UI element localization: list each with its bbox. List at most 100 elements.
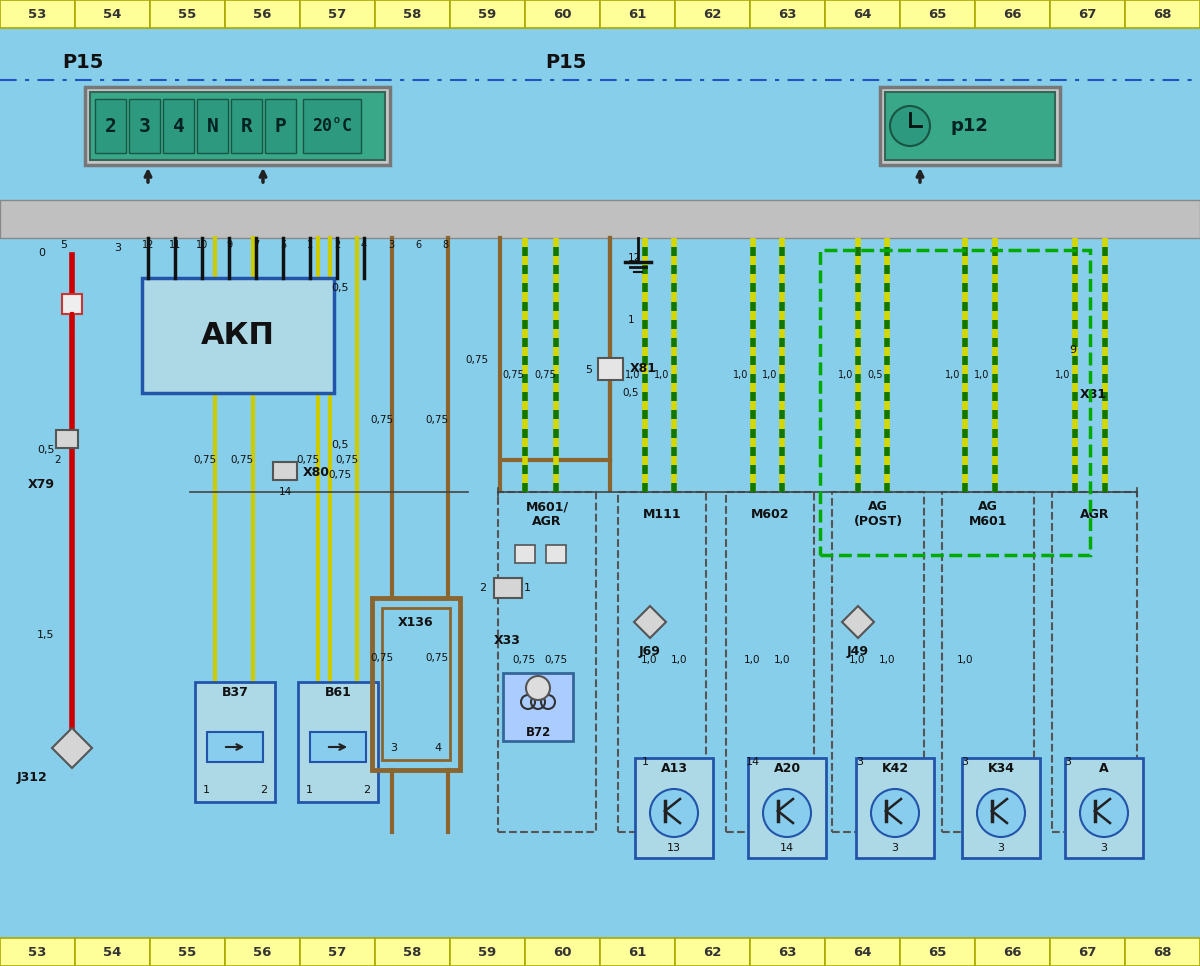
Text: 1,0: 1,0 [956,655,973,665]
Bar [1126,938,1200,966]
Bar [600,0,676,28]
Text: 0,75: 0,75 [329,470,352,480]
Text: 1,0: 1,0 [946,370,961,380]
Text: 57: 57 [329,946,347,958]
Bar [494,578,522,598]
Text: 62: 62 [703,946,721,958]
Text: 1,0: 1,0 [641,655,658,665]
Bar [163,99,194,153]
Bar [142,278,334,393]
Text: X33: X33 [494,634,521,646]
Text: 2: 2 [104,117,116,135]
Bar [310,732,366,762]
Bar [618,492,706,832]
Bar [376,0,450,28]
Text: 0,75: 0,75 [534,370,556,380]
Text: 1,0: 1,0 [878,655,895,665]
Circle shape [526,676,550,700]
Text: 11: 11 [169,240,181,250]
Text: 53: 53 [29,946,47,958]
Bar [600,938,676,966]
Text: 9: 9 [1069,345,1076,355]
Bar [372,598,460,770]
Text: 14: 14 [746,757,760,767]
Text: 3: 3 [961,757,968,767]
Bar [298,682,378,802]
Text: 4: 4 [361,240,367,250]
Text: 0,75: 0,75 [193,455,216,465]
Bar [942,492,1034,832]
Text: 12: 12 [628,253,641,263]
Polygon shape [634,606,666,638]
Bar [300,0,376,28]
Text: 1,0: 1,0 [733,370,749,380]
Text: 2: 2 [55,455,61,465]
Text: A20: A20 [774,761,800,775]
Bar [526,0,600,28]
Text: 56: 56 [253,8,271,20]
Text: 0,5: 0,5 [331,440,349,450]
Bar [196,682,275,802]
Text: 10: 10 [196,240,208,250]
Text: 3: 3 [1100,843,1108,853]
Bar [962,758,1040,858]
Text: 2: 2 [260,785,268,795]
Text: M601/
AGR: M601/ AGR [526,500,569,528]
Circle shape [871,789,919,837]
Bar [1052,492,1138,832]
Text: 1,0: 1,0 [1055,370,1070,380]
Bar [546,545,566,563]
Circle shape [890,106,930,146]
Text: 3: 3 [114,243,121,253]
Text: 66: 66 [1003,8,1021,20]
Text: 0,5: 0,5 [37,445,55,455]
Text: AG
M601: AG M601 [968,500,1007,528]
Text: 4: 4 [434,743,442,753]
Text: 13: 13 [667,843,682,853]
Text: 0,75: 0,75 [426,653,449,663]
Bar [150,938,226,966]
Text: P15: P15 [62,52,103,71]
Text: P15: P15 [545,52,587,71]
Text: 6: 6 [415,240,421,250]
Text: 54: 54 [103,8,121,20]
Text: 1: 1 [642,757,648,767]
Text: 66: 66 [1003,946,1021,958]
Text: 65: 65 [929,946,947,958]
Text: 57: 57 [329,8,347,20]
Text: 1,0: 1,0 [839,370,853,380]
Text: P: P [275,117,287,135]
Text: 3: 3 [388,240,394,250]
Bar [197,99,228,153]
Text: 0,75: 0,75 [545,655,568,665]
Bar [676,0,750,28]
Bar [376,938,450,966]
Text: 58: 58 [403,8,421,20]
Bar [748,758,826,858]
Text: 53: 53 [29,8,47,20]
Bar [95,99,126,153]
Text: 9: 9 [226,240,232,250]
Text: 0,75: 0,75 [426,415,449,425]
Bar [826,938,900,966]
Text: 63: 63 [779,8,797,20]
Bar [265,99,296,153]
Bar [0,200,1200,238]
Bar [226,938,300,966]
Bar [56,430,78,448]
Bar [150,0,226,28]
Bar [304,99,361,153]
Text: 1,0: 1,0 [762,370,778,380]
Bar [130,99,160,153]
Text: K34: K34 [988,761,1014,775]
Text: 3: 3 [139,117,150,135]
Text: X81: X81 [1080,388,1108,402]
Text: X79: X79 [28,478,55,492]
Text: 64: 64 [853,946,871,958]
Bar [450,0,526,28]
Text: 2: 2 [479,583,486,593]
Text: 1: 1 [307,240,313,250]
Text: 1: 1 [628,315,635,325]
Text: 0,75: 0,75 [502,370,524,380]
Text: 0,75: 0,75 [512,655,535,665]
